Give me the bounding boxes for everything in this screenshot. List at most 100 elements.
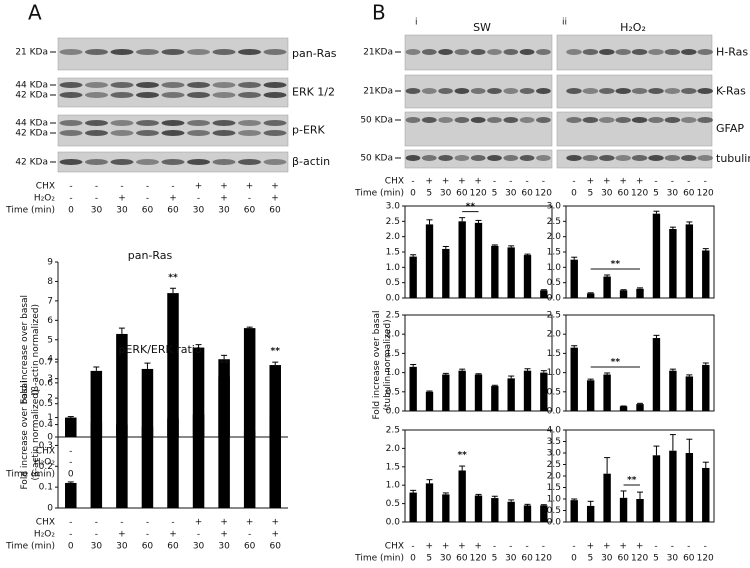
condition-value: - <box>687 542 690 552</box>
blot-band <box>681 49 697 55</box>
condition-label: CHX <box>385 177 404 187</box>
blot-band <box>161 49 185 55</box>
condition-value: + <box>474 177 482 187</box>
blot-band <box>59 120 83 126</box>
condition-label: Time (min) <box>354 189 404 199</box>
condition-value: - <box>146 518 149 528</box>
blot-band <box>85 49 108 55</box>
y-tick-label: 1.5 <box>547 349 561 359</box>
blot-band <box>212 120 236 126</box>
bar <box>409 492 417 522</box>
blot-band <box>187 49 210 55</box>
blot-band <box>438 155 453 161</box>
condition-value: 30 <box>440 189 452 199</box>
condition-value: 5 <box>426 554 432 564</box>
blot-band <box>664 117 681 123</box>
condition-value: - <box>671 542 674 552</box>
blot-band <box>438 117 453 123</box>
bar <box>586 380 595 411</box>
blot-band <box>85 92 108 98</box>
condition-value: - <box>146 182 149 192</box>
y-tick-label: 3.0 <box>547 202 562 212</box>
bar <box>507 378 515 411</box>
y-tick-label: 0.1 <box>39 483 53 493</box>
y-tick-label: 0.7 <box>39 358 53 368</box>
condition-value: - <box>171 518 174 528</box>
bar <box>474 222 483 298</box>
blot-band <box>454 117 470 123</box>
bar <box>116 424 128 508</box>
blot-band <box>405 88 421 94</box>
bar <box>685 376 694 411</box>
y-tick-label: 0.5 <box>547 278 561 288</box>
bar <box>425 483 434 522</box>
y-tick-label: 1 <box>47 413 53 423</box>
condition-value: 30 <box>193 542 205 552</box>
condition-value: 30 <box>91 542 103 552</box>
condition-value: 120 <box>470 189 487 199</box>
condition-value: 0 <box>571 554 577 564</box>
condition-value: + <box>169 194 177 204</box>
y-tick-label: 0.5 <box>386 278 400 288</box>
blot-band <box>187 120 210 126</box>
bar <box>192 347 205 437</box>
blot-band <box>238 120 261 126</box>
condition-value: + <box>195 182 203 192</box>
blot-band <box>187 159 210 165</box>
marker-label: 44 KDa <box>15 81 48 91</box>
condition-value: 120 <box>697 189 714 199</box>
bar <box>425 224 434 298</box>
bar <box>669 450 677 522</box>
condition-value: + <box>587 177 595 187</box>
condition-value: 5 <box>426 189 432 199</box>
y-tick-label: 1.0 <box>547 263 562 273</box>
condition-label: Time (min) <box>5 542 55 552</box>
condition-value: - <box>69 194 72 204</box>
blot-band <box>263 92 287 98</box>
blot-band <box>648 88 664 94</box>
blot-band <box>519 117 535 123</box>
bar <box>269 365 281 437</box>
condition-value: + <box>118 194 126 204</box>
blot-band <box>664 155 681 161</box>
condition-value: - <box>572 177 575 187</box>
bar <box>570 500 578 522</box>
marker-label: 42 KDa <box>15 129 48 139</box>
blot-band <box>582 155 599 161</box>
bar <box>269 414 281 508</box>
condition-value: - <box>69 458 72 468</box>
y-tick-label: 1.0 <box>547 368 562 378</box>
condition-value: + <box>426 177 434 187</box>
bar <box>619 406 628 411</box>
bar <box>458 470 466 522</box>
blot-band <box>631 117 648 123</box>
bar <box>523 370 532 411</box>
blot-band <box>161 92 185 98</box>
bar <box>523 505 532 522</box>
bar <box>523 255 532 298</box>
condition-label: H₂O₂ <box>34 458 55 468</box>
condition-value: 5 <box>492 189 498 199</box>
blot-band <box>85 159 108 165</box>
y-axis-label: Fold increase over basal(β-actin normali… <box>20 295 41 404</box>
blot-band <box>536 88 551 94</box>
condition-value: 30 <box>218 206 230 216</box>
condition-value: 60 <box>617 554 629 564</box>
bar <box>218 376 230 508</box>
blot-band <box>503 155 519 161</box>
condition-value: 60 <box>167 206 179 216</box>
blot-name: p-ERK <box>292 124 326 137</box>
condition-value: 60 <box>142 542 154 552</box>
bar <box>540 372 548 411</box>
marker-label: 50 KDa <box>360 116 393 126</box>
bar <box>442 374 450 411</box>
condition-value: + <box>636 177 644 187</box>
condition-value: - <box>509 542 512 552</box>
blot-band <box>487 155 502 161</box>
condition-value: - <box>654 177 657 187</box>
significance-label: ** <box>219 359 229 369</box>
blot-band <box>438 49 453 55</box>
blot-band <box>161 159 185 165</box>
y-tick-label: 4 <box>47 355 53 365</box>
condition-value: - <box>69 518 72 528</box>
